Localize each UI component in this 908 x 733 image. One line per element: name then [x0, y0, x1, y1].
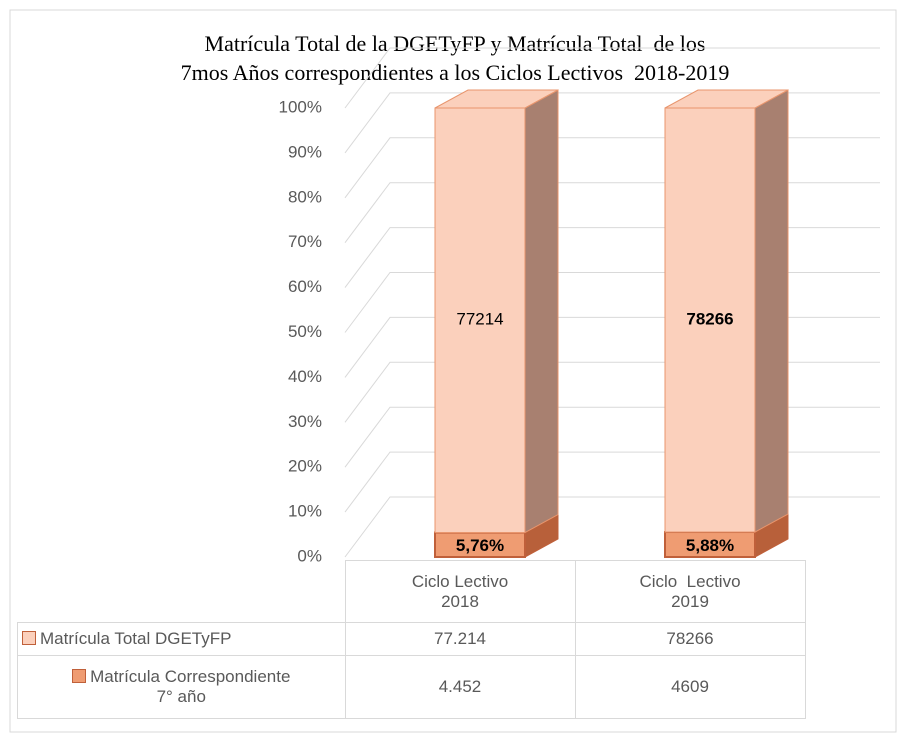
table-corner: [17, 560, 345, 623]
y-tick-label: 20%: [288, 457, 322, 476]
data-label: 77214: [456, 310, 503, 329]
row-label: Matrícula Total DGETyFP: [17, 622, 346, 656]
grid-line: [344, 137, 880, 199]
table-header: Ciclo Lectivo 2019: [574, 560, 806, 623]
y-tick-label: 50%: [288, 322, 322, 341]
grid-line: [344, 272, 880, 333]
y-tick-label: 80%: [288, 187, 322, 206]
y-tick-label: 90%: [288, 142, 322, 161]
legend-swatch: [72, 669, 87, 683]
y-tick-label: 100%: [279, 97, 322, 116]
category-label: 2018: [441, 591, 479, 611]
category-label: 2019: [671, 591, 709, 611]
bar: [664, 107, 756, 533]
y-tick-label: 30%: [288, 412, 322, 431]
table-cell: 78266: [574, 622, 806, 656]
bar: [664, 531, 756, 558]
grid-line: [344, 406, 880, 468]
row-label: Matrícula Correspondiente 7° año: [17, 655, 346, 719]
data-table: Ciclo Lectivo 2018 Ciclo Lectivo 2019 Matr…: [17, 560, 806, 719]
legend-swatch: [22, 631, 36, 645]
table-cell: 4.452: [344, 655, 576, 719]
legend-label: Matrícula Correspondiente: [90, 667, 291, 686]
bar-side: [524, 89, 559, 534]
grid-line: [344, 316, 880, 378]
table-cell: 77.214: [344, 622, 576, 656]
table-header: Ciclo Lectivo 2018: [344, 560, 576, 623]
legend-label: 7° año: [156, 687, 206, 706]
y-tick-label: 60%: [288, 277, 322, 296]
grid-line: [344, 496, 880, 558]
grid-line: [344, 47, 880, 109]
grid-line: [344, 361, 880, 423]
grid-line: [344, 451, 880, 513]
y-tick-label: 70%: [288, 232, 322, 251]
data-label: 5,76%: [456, 536, 504, 555]
bar-side: [754, 89, 789, 533]
grid-line: [344, 92, 880, 154]
data-label: 78266: [686, 309, 733, 328]
grid-line: [344, 182, 880, 243]
bar: [434, 107, 526, 534]
data-label: 5,88%: [686, 536, 734, 555]
grid-line: [344, 227, 880, 288]
y-tick-label: 40%: [288, 367, 322, 386]
category-label: Ciclo Lectivo: [639, 571, 741, 591]
chart-title: Matrícula Total de la DGETyFP y Matrícul…: [205, 31, 706, 56]
table-cell: 4609: [574, 655, 806, 719]
chart-border: [9, 9, 897, 733]
chart-title: 7mos Años correspondientes a los Ciclos …: [181, 60, 730, 85]
y-tick-label: 10%: [288, 502, 322, 521]
category-label: Ciclo Lectivo: [411, 571, 509, 591]
legend-label: Matrícula Total DGETyFP: [40, 629, 232, 648]
